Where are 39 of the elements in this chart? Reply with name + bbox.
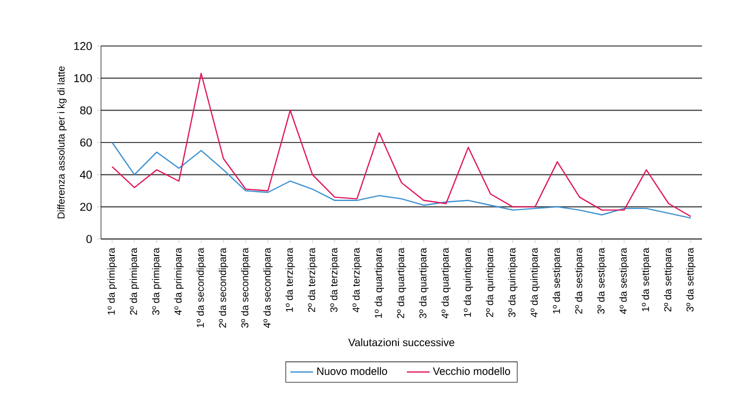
x-tick-label: 4º da terzipara — [352, 248, 362, 312]
x-tick-label: 2º da terzipara — [308, 248, 318, 312]
legend-label: Nuovo modello — [317, 367, 388, 375]
x-tick-label: 3º da quartipara — [419, 248, 428, 318]
x-tick-label: 2º da quartipara — [396, 248, 406, 318]
x-tick-label: 3º da settipara — [686, 248, 696, 312]
x-axis-title: Valutazioni successive — [348, 338, 454, 346]
x-tick-label: 1º da settipara — [642, 248, 652, 312]
x-tick-label: 4º da secondipara — [263, 248, 273, 328]
x-tick-label: 1º da secondipara — [196, 248, 206, 328]
x-tick-label: 4º da quintipara — [530, 248, 540, 318]
y-tick-label: 60 — [80, 138, 92, 147]
x-tick-label: 4º da sestipara — [619, 248, 629, 314]
x-tick-label: 3º da primipara — [152, 248, 162, 315]
y-tick-label: 120 — [74, 42, 92, 50]
x-tick-label: 2º da quintipara — [486, 248, 496, 318]
x-tick-label: 4º da quartipara — [441, 248, 451, 318]
x-tick-label: 2º da settipara — [664, 248, 674, 312]
x-tick-label: 3º da secondipara — [241, 248, 250, 328]
x-tick-label: 1º da quartipara — [374, 248, 384, 318]
line-series — [112, 72, 692, 218]
y-tick-label: 20 — [80, 202, 92, 211]
y-tick-label: 0 — [86, 235, 92, 244]
x-tick-label: 1º da quintipara — [464, 248, 473, 317]
y-tick-label: 80 — [80, 106, 92, 114]
x-tick-label: 1º da sestipara — [552, 248, 562, 314]
y-tick-label: 100 — [74, 74, 92, 82]
x-tick-label: 2º da sestipara — [574, 248, 584, 314]
x-tick-label: 3º da terzipara — [330, 248, 340, 312]
x-tick-label: 1º da primipara — [107, 248, 117, 315]
legend-label: Vecchio modello — [432, 367, 510, 375]
x-tick-label: 2º da primipara — [130, 248, 140, 315]
x-tick-label: 1º da terzipara — [286, 248, 295, 312]
x-tick-label: 4º da primipara — [174, 248, 184, 316]
x-tick-label: 2º da secondipara — [218, 248, 228, 328]
y-axis-title: Differenza assoluta per i kg di latte — [57, 66, 67, 218]
y-tick-label: 40 — [80, 170, 92, 179]
x-tick-label: 3º da quintipara — [508, 248, 518, 318]
x-tick-label: 3º da sestipara — [597, 248, 606, 314]
